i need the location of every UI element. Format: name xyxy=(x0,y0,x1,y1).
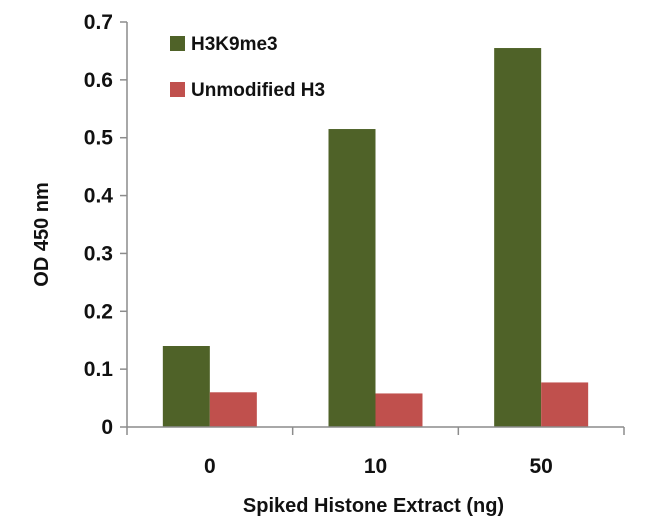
y-tick-label: 0.2 xyxy=(84,300,113,323)
y-tick-label: 0.1 xyxy=(84,358,114,381)
legend-swatch xyxy=(170,36,185,51)
y-axis-ticks: 0 0.1 0.2 0.3 0.4 0.5 0.6 0.7 xyxy=(84,11,127,439)
bar-h3k9me3-10 xyxy=(328,129,376,428)
y-tick-label: 0.4 xyxy=(84,185,114,208)
x-tick-label: 0 xyxy=(204,455,216,478)
x-tick-label: 50 xyxy=(529,455,552,478)
bar-h3k9me3-0 xyxy=(162,346,210,427)
bar-h3k9me3-50 xyxy=(494,48,542,428)
y-tick-label: 0.6 xyxy=(84,69,113,92)
x-tick-label: 10 xyxy=(364,455,387,478)
y-tick-label: 0.5 xyxy=(84,127,114,150)
bars xyxy=(162,48,589,428)
legend-label: Unmodified H3 xyxy=(191,80,325,101)
x-axis-ticks: 0 10 50 xyxy=(126,427,625,478)
y-tick-label: 0 xyxy=(101,416,113,439)
y-tick-label: 0.7 xyxy=(84,11,113,34)
x-axis-title: Spiked Histone Extract (ng) xyxy=(243,495,504,517)
legend-label: H3K9me3 xyxy=(191,34,278,55)
legend: H3K9me3 Unmodified H3 xyxy=(170,34,325,101)
y-axis-title: OD 450 nm xyxy=(31,182,53,286)
bar-unmodified-h3-0 xyxy=(209,392,257,427)
bar-unmodified-h3-10 xyxy=(375,393,423,427)
legend-swatch xyxy=(170,82,185,97)
y-tick-label: 0.3 xyxy=(84,242,113,265)
bar-unmodified-h3-50 xyxy=(541,382,589,427)
